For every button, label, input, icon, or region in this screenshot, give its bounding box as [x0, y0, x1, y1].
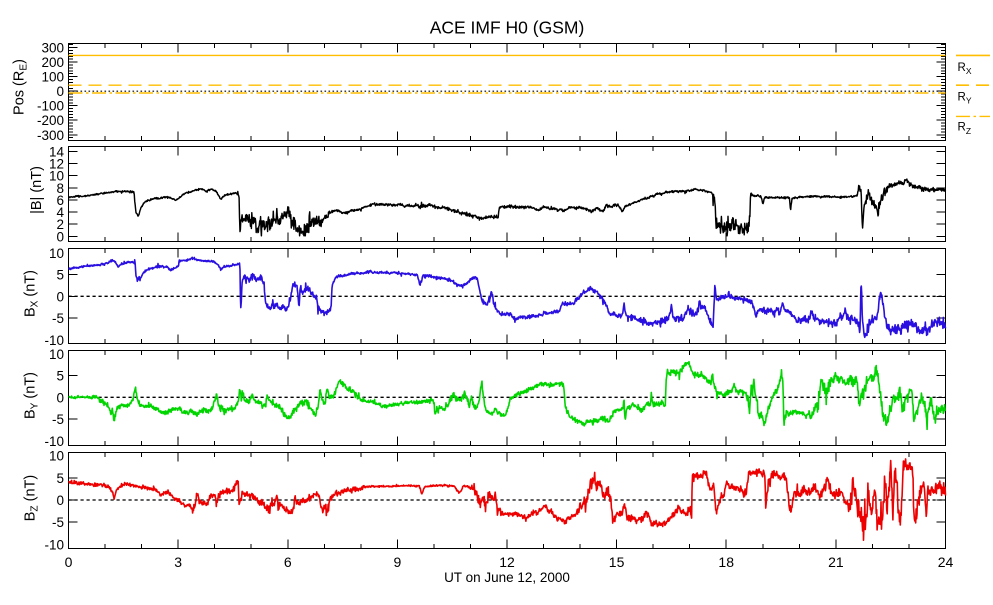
svg-text:12: 12	[499, 554, 515, 570]
svg-text:0: 0	[56, 289, 64, 304]
svg-text:4: 4	[56, 205, 64, 220]
svg-text:5: 5	[56, 268, 64, 283]
svg-text:-5: -5	[52, 412, 64, 427]
svg-text:-5: -5	[52, 311, 64, 326]
svg-text:8: 8	[56, 181, 64, 196]
svg-text:BZ (nT): BZ (nT)	[23, 475, 41, 521]
svg-text:24: 24	[938, 554, 954, 570]
svg-text:6: 6	[284, 554, 292, 570]
svg-text:RX: RX	[958, 62, 972, 76]
svg-text:0: 0	[56, 229, 64, 244]
svg-text:-10: -10	[44, 538, 64, 553]
svg-text:|B| (nT): |B| (nT)	[29, 166, 45, 214]
svg-text:21: 21	[828, 554, 844, 570]
svg-text:9: 9	[394, 554, 402, 570]
svg-text:3: 3	[174, 554, 182, 570]
svg-text:15: 15	[609, 554, 625, 570]
svg-text:0: 0	[65, 554, 73, 570]
svg-text:10: 10	[49, 246, 64, 261]
svg-text:0: 0	[56, 390, 64, 405]
svg-text:-300: -300	[37, 128, 64, 143]
svg-text:14: 14	[49, 144, 65, 159]
svg-text:12: 12	[49, 156, 64, 171]
svg-text:-5: -5	[52, 515, 64, 530]
svg-text:-10: -10	[44, 333, 64, 348]
svg-text:0: 0	[56, 493, 64, 508]
svg-text:-10: -10	[44, 434, 64, 449]
svg-text:RY: RY	[958, 92, 972, 106]
svg-text:ACE IMF H0 (GSM): ACE IMF H0 (GSM)	[430, 18, 585, 38]
svg-text:BY (nT): BY (nT)	[23, 372, 41, 419]
svg-text:10: 10	[49, 449, 64, 464]
svg-text:RZ: RZ	[958, 122, 972, 136]
svg-text:10: 10	[49, 169, 64, 184]
svg-text:UT on June 12, 2000: UT on June 12, 2000	[444, 570, 570, 585]
svg-text:5: 5	[56, 471, 64, 486]
svg-text:300: 300	[41, 41, 64, 56]
svg-text:0: 0	[56, 84, 64, 99]
svg-text:18: 18	[718, 554, 734, 570]
svg-text:2: 2	[56, 217, 64, 232]
svg-text:200: 200	[41, 55, 64, 70]
svg-text:10: 10	[49, 347, 64, 362]
svg-text:6: 6	[56, 193, 64, 208]
svg-text:BX (nT): BX (nT)	[23, 270, 41, 317]
svg-text:Pos (RE): Pos (RE)	[12, 59, 30, 115]
svg-text:5: 5	[56, 369, 64, 384]
svg-text:-100: -100	[37, 99, 64, 114]
svg-text:100: 100	[41, 70, 64, 85]
svg-text:-200: -200	[37, 113, 64, 128]
